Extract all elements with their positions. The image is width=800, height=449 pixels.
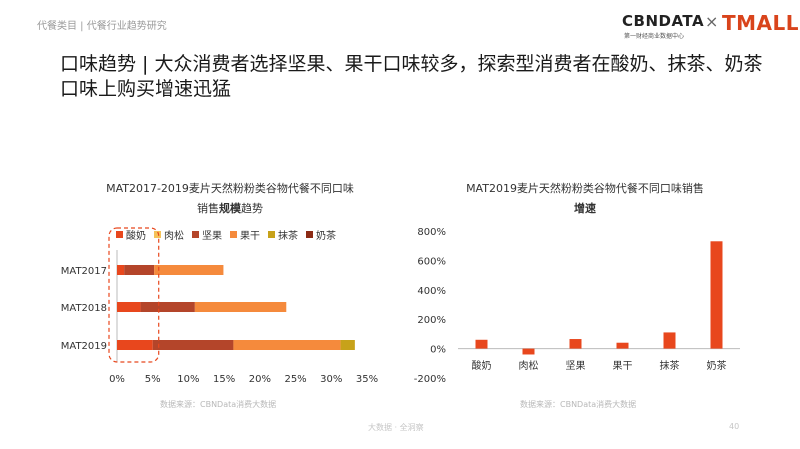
left-chart-source: 数据来源：CBNData消费大数据 [160,400,277,409]
y-tick-label: -200% [414,374,446,385]
legend-item: 抹茶 [268,227,298,242]
x-tick-label: 肉松 [519,359,539,372]
legend-label: 酸奶 [126,231,146,242]
bar-segment [152,340,234,350]
bar-segment [117,265,125,275]
x-tick-label: 酸奶 [472,359,492,372]
legend-label: 肉松 [164,231,184,242]
left-chart-title-line1: MAT2017-2019麦片天然粉粉类谷物代餐不同口味 [106,182,354,195]
bar-segment [154,265,224,275]
legend-swatch [268,231,275,238]
cbndata-logo: CBNDATA [622,12,705,30]
x-tick-label: 抹茶 [660,359,680,372]
header-logo: CBNDATA 第一财经商业数据中心 × TMALL [622,11,799,44]
left-chart-title: MAT2017-2019麦片天然粉粉类谷物代餐不同口味 销售规模趋势 [60,179,400,219]
tmall-logo: TMALL [722,11,800,35]
legend-item: 肉松 [154,227,184,242]
legend-item: 奶茶 [306,227,336,242]
bar-segment [117,302,141,312]
x-tick-label: 果干 [613,360,633,372]
legend-swatch [230,231,237,238]
y-tick-label: MAT2018 [61,303,107,314]
y-tick-label: 400% [417,286,446,297]
legend-item: 酸奶 [116,227,146,242]
legend-label: 奶茶 [316,231,336,242]
x-tick-label: 20% [249,374,271,385]
bar-segment [194,302,287,312]
right-chart-source: 数据来源：CBNData消费大数据 [520,400,637,409]
legend-swatch [116,231,123,238]
y-tick-label: 0% [430,345,446,356]
x-tick-label: 坚果 [566,360,586,372]
legend-swatch [154,231,161,238]
right-chart-title-line2: 增速 [574,202,596,215]
x-tick-label: 15% [213,374,235,385]
bar [616,342,629,349]
breadcrumb: 代餐类目 | 代餐行业趋势研究 [37,21,167,32]
bar [710,241,723,349]
x-tick-label: 0% [109,374,125,385]
cbndata-logo-subtitle: 第一财经商业数据中心 [624,33,685,40]
y-tick-label: MAT2019 [61,341,107,352]
bar-segment [140,302,195,312]
legend-label: 果干 [240,231,260,242]
y-tick-label: 600% [417,256,446,267]
y-tick-label: MAT2017 [61,266,107,277]
x-tick-label: 5% [145,374,161,385]
x-tick-label: 30% [320,374,342,385]
bar [569,339,582,349]
footer-slogan: 大数据 · 全洞察 [368,423,424,432]
bar-segment [124,265,155,275]
x-tick-label: 25% [284,374,306,385]
x-tick-label: 奶茶 [707,359,727,372]
bar [663,332,676,349]
x-tick-label: 10% [177,374,199,385]
bar [522,348,535,355]
legend-swatch [306,231,313,238]
y-tick-label: 800% [417,227,446,238]
page-number: 40 [729,422,740,431]
legend-label: 抹茶 [278,231,298,242]
bar [475,339,488,349]
bar-segment [117,340,153,350]
legend-swatch [192,231,199,238]
highlight-box [108,227,160,363]
right-chart-title: MAT2019麦片天然粉粉类谷物代餐不同口味销售 增速 [430,179,740,219]
bar-segment [340,340,355,350]
legend-item: 果干 [230,227,260,242]
y-tick-label: 200% [417,315,446,326]
x-tick-label: 35% [356,374,378,385]
legend-label: 坚果 [202,231,222,242]
left-chart-legend: 酸奶 肉松 坚果 果干 抹茶 奶茶 [116,227,344,242]
left-chart-title-line2: 销售规模趋势 [197,202,263,215]
legend-item: 坚果 [192,227,222,242]
bar-segment [233,340,341,350]
page-title: 口味趋势 | 大众消费者选择坚果、果干口味较多，探索型消费者在酸奶、抹茶、奶茶口… [60,53,763,100]
logo-separator: × [705,12,719,31]
right-chart-title-line1: MAT2019麦片天然粉粉类谷物代餐不同口味销售 [466,182,704,195]
